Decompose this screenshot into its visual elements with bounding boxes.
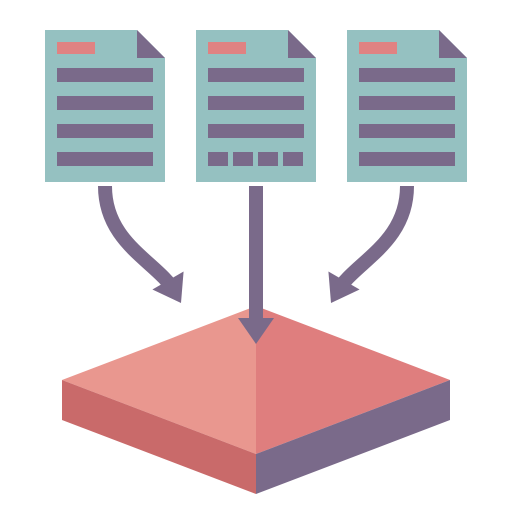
document-line: [57, 124, 153, 138]
document-line: [359, 96, 455, 110]
document-dot: [233, 152, 253, 166]
document-header: [57, 42, 95, 54]
document-line: [208, 68, 304, 82]
document-line: [359, 152, 455, 166]
document-fold: [137, 30, 165, 58]
document-line: [57, 96, 153, 110]
document-fold: [439, 30, 467, 58]
document-dot: [208, 152, 228, 166]
doc-right: [347, 30, 467, 182]
doc-left: [45, 30, 165, 182]
document-line: [359, 68, 455, 82]
arrows: [105, 186, 407, 344]
document-line: [208, 124, 304, 138]
doc-center: [196, 30, 316, 182]
document-fold: [288, 30, 316, 58]
document-dot: [258, 152, 278, 166]
arrow-left-shaft: [105, 186, 175, 292]
document-line: [57, 152, 153, 166]
diagram-canvas: [0, 0, 512, 512]
document-line: [359, 124, 455, 138]
document-line: [208, 96, 304, 110]
document-header: [208, 42, 246, 54]
document-dot: [283, 152, 303, 166]
document-line: [57, 68, 153, 82]
arrow-right-shaft: [337, 186, 407, 292]
document-header: [359, 42, 397, 54]
